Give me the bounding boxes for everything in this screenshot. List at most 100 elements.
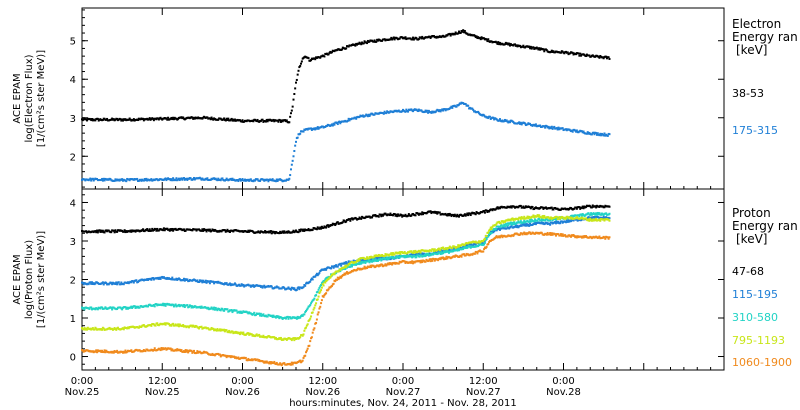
proton-data-point bbox=[157, 277, 160, 280]
proton-data-point bbox=[83, 327, 86, 330]
proton-data-point bbox=[228, 355, 231, 358]
electron-data-point bbox=[572, 53, 575, 56]
electron-data-point bbox=[486, 40, 489, 43]
proton-data-point bbox=[346, 264, 349, 267]
proton-data-point bbox=[556, 221, 559, 224]
electron-data-point bbox=[579, 52, 582, 55]
electron-data-point bbox=[368, 115, 371, 118]
electron-data-point bbox=[217, 177, 220, 180]
proton-data-point bbox=[211, 352, 214, 355]
proton-data-point bbox=[219, 329, 222, 332]
electron-data-point bbox=[244, 178, 247, 181]
electron-data-point bbox=[284, 179, 287, 182]
proton-data-point bbox=[303, 229, 306, 232]
proton-data-point bbox=[445, 250, 448, 253]
proton-data-point bbox=[115, 281, 118, 284]
proton-data-point bbox=[565, 221, 568, 224]
electron-data-point bbox=[339, 122, 342, 125]
electron-data-point bbox=[316, 126, 319, 129]
proton-data-point bbox=[439, 248, 442, 251]
proton-data-point bbox=[404, 254, 407, 257]
electron-data-point bbox=[605, 57, 608, 60]
proton-data-point bbox=[290, 339, 293, 342]
proton-data-point bbox=[316, 313, 319, 316]
xtick-time-label: 0:00 bbox=[392, 376, 414, 387]
proton-data-point bbox=[580, 206, 583, 209]
proton-data-point bbox=[198, 279, 201, 282]
proton-data-point bbox=[471, 253, 474, 256]
proton-data-point bbox=[447, 213, 450, 216]
proton-data-point bbox=[323, 294, 326, 297]
proton-data-point bbox=[388, 214, 391, 217]
proton-data-point bbox=[607, 218, 610, 221]
proton-data-point bbox=[502, 221, 505, 224]
electron-data-point bbox=[249, 178, 252, 181]
proton-data-point bbox=[582, 213, 585, 216]
proton-data-point bbox=[390, 262, 393, 265]
proton-data-point bbox=[510, 206, 513, 209]
proton-data-point bbox=[343, 266, 346, 269]
electron-data-point bbox=[536, 47, 539, 50]
electron-data-point bbox=[216, 179, 219, 182]
proton-data-point bbox=[602, 214, 605, 217]
electron-data-point bbox=[248, 179, 251, 182]
electron-data-point bbox=[373, 39, 376, 42]
proton-data-point bbox=[498, 235, 501, 238]
proton-data-point bbox=[498, 227, 501, 230]
proton-data-point bbox=[540, 221, 543, 224]
proton-data-point bbox=[460, 255, 463, 258]
proton-data-point bbox=[171, 227, 174, 230]
proton-data-point bbox=[101, 281, 104, 284]
proton-data-point bbox=[238, 310, 241, 313]
proton-data-point bbox=[593, 215, 596, 218]
proton-data-point bbox=[301, 334, 304, 337]
proton-data-point bbox=[237, 356, 240, 359]
proton-data-point bbox=[311, 278, 314, 281]
proton-data-point bbox=[330, 284, 333, 287]
proton-data-point bbox=[483, 211, 486, 214]
proton-data-point bbox=[575, 235, 578, 238]
proton-data-point bbox=[514, 224, 517, 227]
electron-data-point bbox=[299, 64, 302, 67]
proton-data-point bbox=[450, 215, 453, 218]
proton-data-point bbox=[559, 233, 562, 236]
proton-data-point bbox=[499, 222, 502, 225]
electron-data-point bbox=[168, 178, 171, 181]
proton-data-point bbox=[589, 213, 592, 216]
proton-data-point bbox=[278, 363, 281, 366]
proton-data-point bbox=[313, 327, 316, 330]
electron-data-point bbox=[514, 43, 517, 46]
electron-data-point bbox=[240, 120, 243, 123]
proton-data-point bbox=[315, 228, 318, 231]
proton-data-point bbox=[331, 265, 334, 268]
proton-data-point bbox=[421, 211, 424, 214]
electron-data-point bbox=[92, 179, 95, 182]
electron-data-point bbox=[293, 150, 296, 153]
electron-data-point bbox=[285, 119, 288, 122]
proton-data-point bbox=[225, 356, 228, 359]
proton-data-point bbox=[327, 278, 330, 281]
electron-data-point bbox=[295, 78, 298, 81]
proton-data-point bbox=[578, 206, 581, 209]
proton-data-point bbox=[381, 213, 384, 216]
proton-data-point bbox=[321, 281, 324, 284]
proton-data-point bbox=[598, 218, 601, 221]
proton-data-point bbox=[550, 206, 553, 209]
electron-data-point bbox=[314, 58, 317, 61]
proton-data-point bbox=[430, 249, 433, 252]
proton-data-point bbox=[595, 213, 598, 216]
proton-data-point bbox=[369, 256, 372, 259]
electron-data-point bbox=[110, 118, 113, 121]
electron-data-point bbox=[118, 179, 121, 182]
proton-data-point bbox=[198, 280, 201, 283]
proton-data-point bbox=[603, 219, 606, 222]
proton-data-point bbox=[259, 314, 262, 317]
proton-data-point bbox=[510, 223, 513, 226]
proton-data-point bbox=[299, 230, 302, 233]
proton-data-point bbox=[509, 222, 511, 225]
electron-data-point bbox=[300, 62, 303, 65]
proton-data-point bbox=[238, 333, 241, 336]
electron-data-point bbox=[182, 116, 185, 119]
proton-data-point bbox=[238, 311, 241, 314]
proton-data-point bbox=[178, 323, 181, 326]
